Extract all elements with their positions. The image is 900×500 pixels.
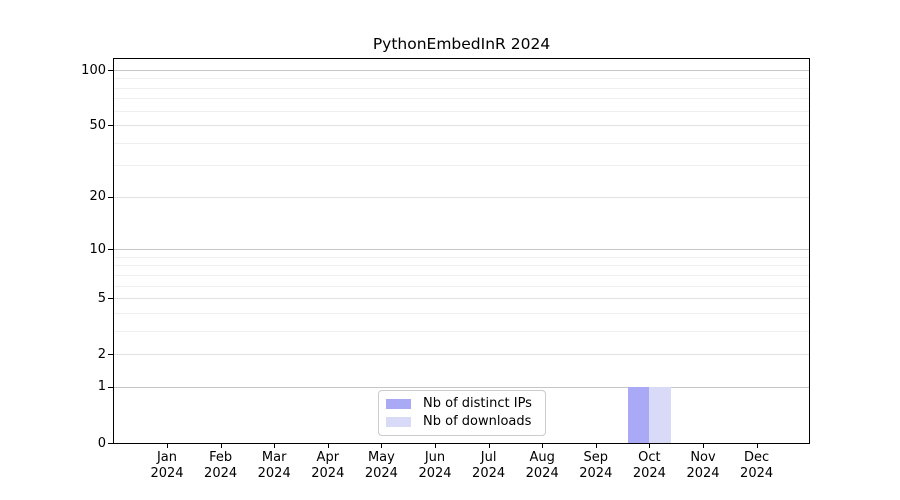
x-tick-mark	[327, 444, 329, 448]
gridline-minor	[114, 142, 809, 144]
gridline-minor	[114, 165, 809, 167]
y-tick-mark	[108, 386, 113, 388]
x-tick-mark	[435, 444, 436, 448]
legend-label-downloads: Nb of downloads	[423, 413, 532, 429]
y-tick-label: 100	[81, 62, 106, 78]
y-tick-mark	[108, 443, 113, 444]
y-tick-mark	[108, 196, 113, 198]
x-tick-label: Apr 2024	[311, 450, 345, 481]
legend-swatch-downloads-icon	[386, 416, 411, 427]
gridline-10	[114, 249, 809, 251]
x-tick-label: Sep 2024	[579, 450, 613, 481]
x-tick-label: Aug 2024	[525, 450, 559, 481]
x-tick-mark	[381, 444, 383, 448]
y-tick-mark	[108, 298, 113, 300]
legend-swatch-distinct-ips-icon	[386, 399, 411, 410]
gridline-2	[114, 354, 809, 356]
x-tick-mark	[703, 444, 704, 448]
y-tick-label: 1	[97, 379, 106, 395]
x-tick-mark	[220, 444, 222, 448]
gridline-minor	[114, 78, 809, 80]
gridline-20	[114, 196, 809, 198]
gridline-50	[114, 125, 809, 127]
y-tick-mark	[108, 354, 113, 356]
gridline-100	[114, 70, 809, 71]
gridline-1	[114, 386, 809, 388]
y-tick-mark	[108, 70, 113, 71]
gridline-minor	[114, 256, 809, 258]
x-tick-mark	[595, 444, 597, 448]
chart-title: PythonEmbedInR 2024	[372, 35, 551, 53]
x-tick-label: Dec 2024	[740, 450, 774, 481]
gridline-minor	[114, 312, 809, 314]
bar-oct-distinct-ips	[627, 386, 650, 443]
gridline-minor	[114, 98, 809, 100]
legend-item-downloads: Nb of downloads	[386, 414, 537, 430]
y-tick-mark	[108, 249, 113, 251]
y-tick-label: 0	[97, 435, 106, 451]
x-tick-label: Jan 2024	[150, 450, 184, 481]
x-tick-label: May 2024	[364, 450, 398, 481]
y-tick-mark	[108, 125, 113, 127]
plot-area: 0 1 2 5 10 20 50 100 Jan 2024 Feb 2024 Mar 2024 Ap…	[81, 58, 810, 481]
y-tick-label: 2	[97, 346, 106, 362]
gridline-5	[114, 298, 809, 300]
x-tick-mark	[542, 444, 544, 448]
x-tick-mark	[274, 444, 276, 448]
gridline-minor	[114, 274, 809, 276]
x-tick-mark	[488, 444, 490, 448]
y-tick-label: 20	[89, 189, 106, 205]
x-tick-label: Oct 2024	[632, 450, 666, 481]
bar-oct-downloads	[649, 386, 671, 443]
x-tick-label: Mar 2024	[257, 450, 291, 481]
gridline-minor	[114, 265, 809, 267]
x-tick-mark	[649, 444, 651, 448]
legend-label-distinct-ips: Nb of distinct IPs	[423, 396, 532, 412]
x-tick-label: Feb 2024	[204, 450, 238, 481]
y-tick-label: 5	[97, 290, 106, 306]
legend: Nb of distinct IPs Nb of downloads	[378, 390, 546, 436]
gridline-minor	[114, 285, 809, 287]
x-tick-label: Jun 2024	[418, 450, 452, 481]
x-tick-mark	[167, 444, 168, 448]
x-tick-label: Nov 2024	[686, 450, 720, 481]
y-tick-label: 10	[89, 241, 106, 257]
legend-item-distinct-ips: Nb of distinct IPs	[386, 396, 537, 412]
x-tick-label: Jul 2024	[472, 450, 506, 481]
gridline-minor	[114, 330, 809, 332]
gridline-minor	[114, 87, 809, 89]
gridline-minor	[114, 110, 809, 112]
x-tick-mark	[756, 444, 758, 448]
y-tick-label: 50	[89, 117, 106, 133]
